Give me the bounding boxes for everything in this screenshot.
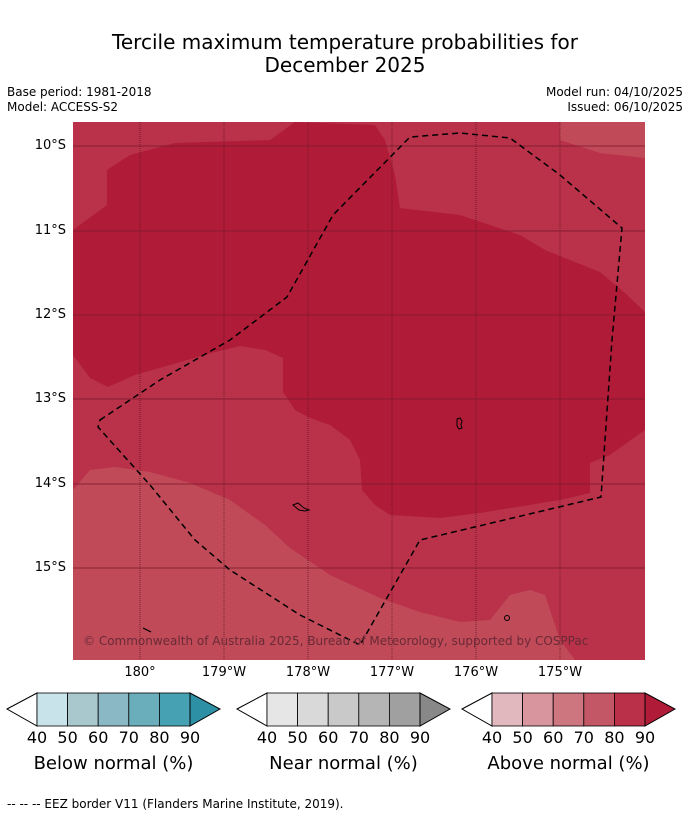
eez-footnote: -- -- -- EEZ border V11 (Flanders Marine… [7,797,344,811]
colorbar-0 [6,692,221,727]
colorbar-tick: 90 [409,728,431,747]
lat-label: 15°S [34,560,66,575]
colorbar-cell [358,692,390,727]
colorbar-extend-low [6,692,38,727]
colorbar-tick: 40 [481,728,503,747]
light-probability-area [560,122,645,158]
colorbar-cell [128,692,160,727]
colorbar-tick: 40 [256,728,278,747]
colorbar-tick: 70 [573,728,594,747]
colorbar-tick: 60 [318,728,339,747]
lon-label: 180° [124,665,156,680]
island-outline [456,417,463,430]
colorbar-tick: 80 [149,728,170,747]
colorbar-cell [327,692,360,727]
meta-right: Model run: 04/10/2025 Issued: 06/10/2025 [546,85,683,115]
colorbar-cell [297,692,329,727]
colorbar-tick: 50 [287,728,308,747]
colorbar-cell [67,692,99,727]
colorbar-tick: 40 [26,728,48,747]
colorbar-title: Near normal (%) [269,753,418,774]
colorbar-tick: 60 [543,728,564,747]
model-name: Model: ACCESS-S2 [7,100,119,114]
colorbar-cell [583,692,615,727]
lon-label: 175°W [537,665,583,680]
meta-left: Base period: 1981-2018 Model: ACCESS-S2 [7,85,152,115]
colorbar-tick: 60 [88,728,109,747]
colorbar-extend-high [189,692,221,727]
colorbar-tick: 70 [348,728,369,747]
lon-label: 179°W [201,665,247,680]
lon-label: 177°W [369,665,415,680]
copyright-credit: © Commonwealth of Australia 2025, Bureau… [83,634,589,648]
colorbar-extend-low [236,692,268,727]
island-outline [142,627,152,633]
colorbar-extend-low [461,692,493,727]
longitude-gridlines [139,122,561,660]
lat-label: 11°S [34,223,66,238]
colorbar-cell [266,692,299,727]
colorbar-cell [613,692,646,727]
colorbar-title: Below normal (%) [33,753,194,774]
colorbar-1 [236,692,451,727]
probability-map [73,122,645,660]
colorbar-tick: 80 [379,728,400,747]
issued-date: Issued: 06/10/2025 [567,100,683,114]
base-period: Base period: 1981-2018 [7,85,152,99]
lat-label: 10°S [34,138,66,153]
lat-label: 14°S [34,476,66,491]
island-outline [504,615,510,621]
colorbar-tick: 90 [634,728,656,747]
colorbar-cell [491,692,524,727]
colorbar-tick: 80 [604,728,625,747]
colorbar-cell [388,692,421,727]
model-run: Model run: 04/10/2025 [545,85,683,99]
dark-probability-area [73,122,645,518]
colorbar-cell [522,692,554,727]
colorbar-cell [36,692,69,727]
island-outline [292,502,311,512]
map-title: Tercile maximum temperature probabilitie… [0,31,690,77]
colorbar-extend-high [644,692,676,727]
colorbar-tick: 90 [179,728,201,747]
light-probability-area [73,467,575,660]
colorbar-tick: 50 [512,728,533,747]
colorbar-cell [552,692,585,727]
title-line-2: December 2025 [264,53,426,77]
colorbar-extend-high [419,692,451,727]
lat-label: 12°S [34,307,66,322]
colorbar-title: Above normal (%) [487,753,650,774]
colorbar-cell [158,692,191,727]
colorbar-tick: 70 [118,728,139,747]
lon-label: 176°W [453,665,499,680]
lon-label: 178°W [285,665,331,680]
lat-label: 13°S [34,391,66,406]
colorbar-2 [461,692,676,727]
latitude-gridlines [73,145,645,569]
title-line-1: Tercile maximum temperature probabilitie… [112,30,578,54]
colorbar-tick: 50 [57,728,78,747]
colorbar-cell [97,692,130,727]
